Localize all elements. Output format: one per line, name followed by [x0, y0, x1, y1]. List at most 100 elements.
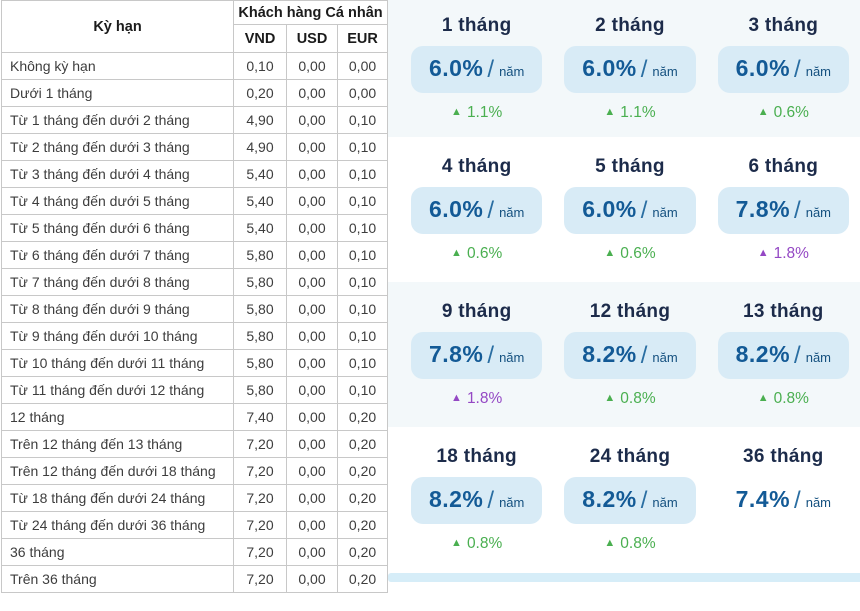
eur-cell: 0,10 — [336, 376, 389, 404]
section-divider-bar — [388, 573, 860, 582]
vnd-cell: 4,90 — [233, 106, 287, 134]
card-term-label: 9 tháng — [441, 300, 512, 322]
rate-card: 18 tháng 8.2% / năm ▲ 0.8% — [400, 427, 553, 572]
rate-card: 2 tháng 6.0% / năm ▲ 1.1% — [553, 0, 706, 137]
rate-change: ▲ 0.6% — [451, 245, 502, 264]
table-row: Từ 4 tháng đến dưới 5 tháng 5,40 0,00 0,… — [1, 187, 389, 215]
table-row: Từ 5 tháng đến dưới 6 tháng 5,40 0,00 0,… — [1, 214, 389, 242]
eur-cell: 0,10 — [336, 187, 389, 215]
change-value: 0.6% — [620, 245, 656, 262]
term-cell: Trên 12 tháng đến 13 tháng — [1, 430, 234, 458]
rate-change: ▲ 0.8% — [604, 535, 655, 554]
up-arrow-icon: ▲ — [757, 106, 769, 118]
up-arrow-icon: ▲ — [604, 247, 616, 259]
usd-cell: 0,00 — [286, 79, 338, 107]
card-term-label: 18 tháng — [436, 445, 517, 467]
change-value: 0.8% — [773, 390, 809, 407]
table-row: 12 tháng 7,40 0,00 0,20 — [1, 403, 389, 431]
vnd-column-header: VND — [233, 24, 287, 53]
rate-box: 7.8% / năm — [410, 331, 543, 379]
eur-cell: 0,20 — [336, 457, 389, 485]
rate-card-row: 18 tháng 8.2% / năm ▲ 0.8% 24 tháng 8.2%… — [388, 427, 860, 572]
rate-unit: năm — [652, 349, 678, 365]
rate-box: 7.8% / năm — [717, 186, 850, 234]
usd-cell: 0,00 — [286, 133, 338, 161]
usd-cell: 0,00 — [286, 457, 338, 485]
rate-box: 8.2% / năm — [717, 331, 850, 379]
eur-cell: 0,20 — [336, 538, 389, 566]
rate-value: 8.2% — [582, 485, 637, 512]
up-arrow-icon: ▲ — [451, 392, 462, 404]
rate-value: 7.8% — [428, 340, 484, 367]
rate-slash: / — [487, 196, 495, 224]
rate-unit: năm — [652, 63, 678, 79]
rate-slash: / — [487, 341, 495, 369]
change-value: 1.1% — [466, 104, 503, 121]
rate-change: ▲ 1.1% — [604, 104, 655, 123]
usd-cell: 0,00 — [286, 322, 338, 350]
rate-value: 6.0% — [428, 195, 484, 222]
usd-cell: 0,00 — [286, 511, 338, 539]
up-arrow-icon: ▲ — [451, 537, 462, 549]
usd-cell: 0,00 — [286, 376, 338, 404]
eur-cell: 0,20 — [336, 484, 389, 512]
rate-box: 6.0% / năm — [410, 45, 543, 93]
term-cell: Từ 7 tháng đến dưới 8 tháng — [1, 268, 234, 296]
vnd-cell: 5,80 — [233, 322, 287, 350]
card-term-label: 5 tháng — [595, 155, 665, 177]
table-row: Từ 6 tháng đến dưới 7 tháng 5,80 0,00 0,… — [1, 241, 389, 269]
rate-card: 9 tháng 7.8% / năm ▲ 1.8% — [400, 282, 553, 427]
up-arrow-icon: ▲ — [604, 537, 616, 549]
eur-cell: 0,10 — [336, 214, 389, 242]
eur-cell: 0,00 — [336, 52, 389, 80]
rate-unit: năm — [499, 63, 525, 79]
table-row: Từ 11 tháng đến dưới 12 tháng 5,80 0,00 … — [1, 376, 389, 404]
bottom-spacer — [388, 582, 860, 611]
table-row: Trên 12 tháng đến 13 tháng 7,20 0,00 0,2… — [1, 430, 389, 458]
rate-unit: năm — [805, 204, 832, 220]
change-value: 0.6% — [466, 245, 503, 262]
rate-card-row: 1 tháng 6.0% / năm ▲ 1.1% 2 tháng 6.0% /… — [388, 0, 860, 137]
up-arrow-icon: ▲ — [604, 106, 616, 118]
card-term-label: 4 tháng — [441, 155, 512, 177]
rate-change: ▲ 0.8% — [758, 390, 809, 409]
rate-card: 6 tháng 7.8% / năm ▲ 1.8% — [707, 137, 860, 282]
usd-cell: 0,00 — [286, 187, 338, 215]
change-value: 1.1% — [620, 104, 656, 121]
usd-cell: 0,00 — [286, 106, 338, 134]
rate-slash: / — [794, 55, 801, 83]
up-arrow-icon: ▲ — [451, 247, 462, 259]
change-value: 0.8% — [620, 535, 656, 552]
rate-slash: / — [794, 341, 801, 369]
rate-card: 1 tháng 6.0% / năm ▲ 1.1% — [400, 0, 553, 137]
change-value: 0.6% — [773, 104, 809, 121]
term-cell: Từ 18 tháng đến dưới 24 tháng — [1, 484, 234, 512]
term-cell: Trên 36 tháng — [1, 565, 234, 593]
term-cell: 36 tháng — [1, 538, 234, 566]
term-cell: Từ 6 tháng đến dưới 7 tháng — [1, 241, 234, 269]
rate-value: 6.0% — [582, 195, 637, 222]
rate-unit: năm — [805, 349, 832, 365]
eur-column-header: EUR — [336, 24, 389, 53]
rate-slash: / — [640, 55, 648, 83]
usd-cell: 0,00 — [286, 268, 338, 296]
table-row: Từ 8 tháng đến dưới 9 tháng 5,80 0,00 0,… — [1, 295, 389, 323]
rate-value: 7.4% — [735, 485, 791, 512]
rate-card: 12 tháng 8.2% / năm ▲ 0.8% — [553, 282, 706, 427]
term-cell: Dưới 1 tháng — [1, 79, 234, 107]
vnd-cell: 5,40 — [233, 187, 287, 215]
rate-box: 6.0% / năm — [564, 45, 696, 93]
rate-slash: / — [487, 55, 495, 83]
rate-card-row: 9 tháng 7.8% / năm ▲ 1.8% 12 tháng 8.2% … — [388, 282, 860, 427]
term-cell: 12 tháng — [1, 403, 234, 431]
rate-cards-pane: 1 tháng 6.0% / năm ▲ 1.1% 2 tháng 6.0% /… — [388, 0, 860, 611]
term-cell: Từ 2 tháng đến dưới 3 tháng — [1, 133, 234, 161]
card-term-label: 36 tháng — [743, 445, 824, 467]
table-row: 36 tháng 7,20 0,00 0,20 — [1, 538, 389, 566]
table-row: Từ 9 tháng đến dưới 10 tháng 5,80 0,00 0… — [1, 322, 389, 350]
rate-unit: năm — [499, 494, 525, 510]
rate-slash: / — [794, 196, 801, 224]
eur-cell: 0,10 — [336, 322, 389, 350]
rate-unit: năm — [652, 494, 678, 510]
